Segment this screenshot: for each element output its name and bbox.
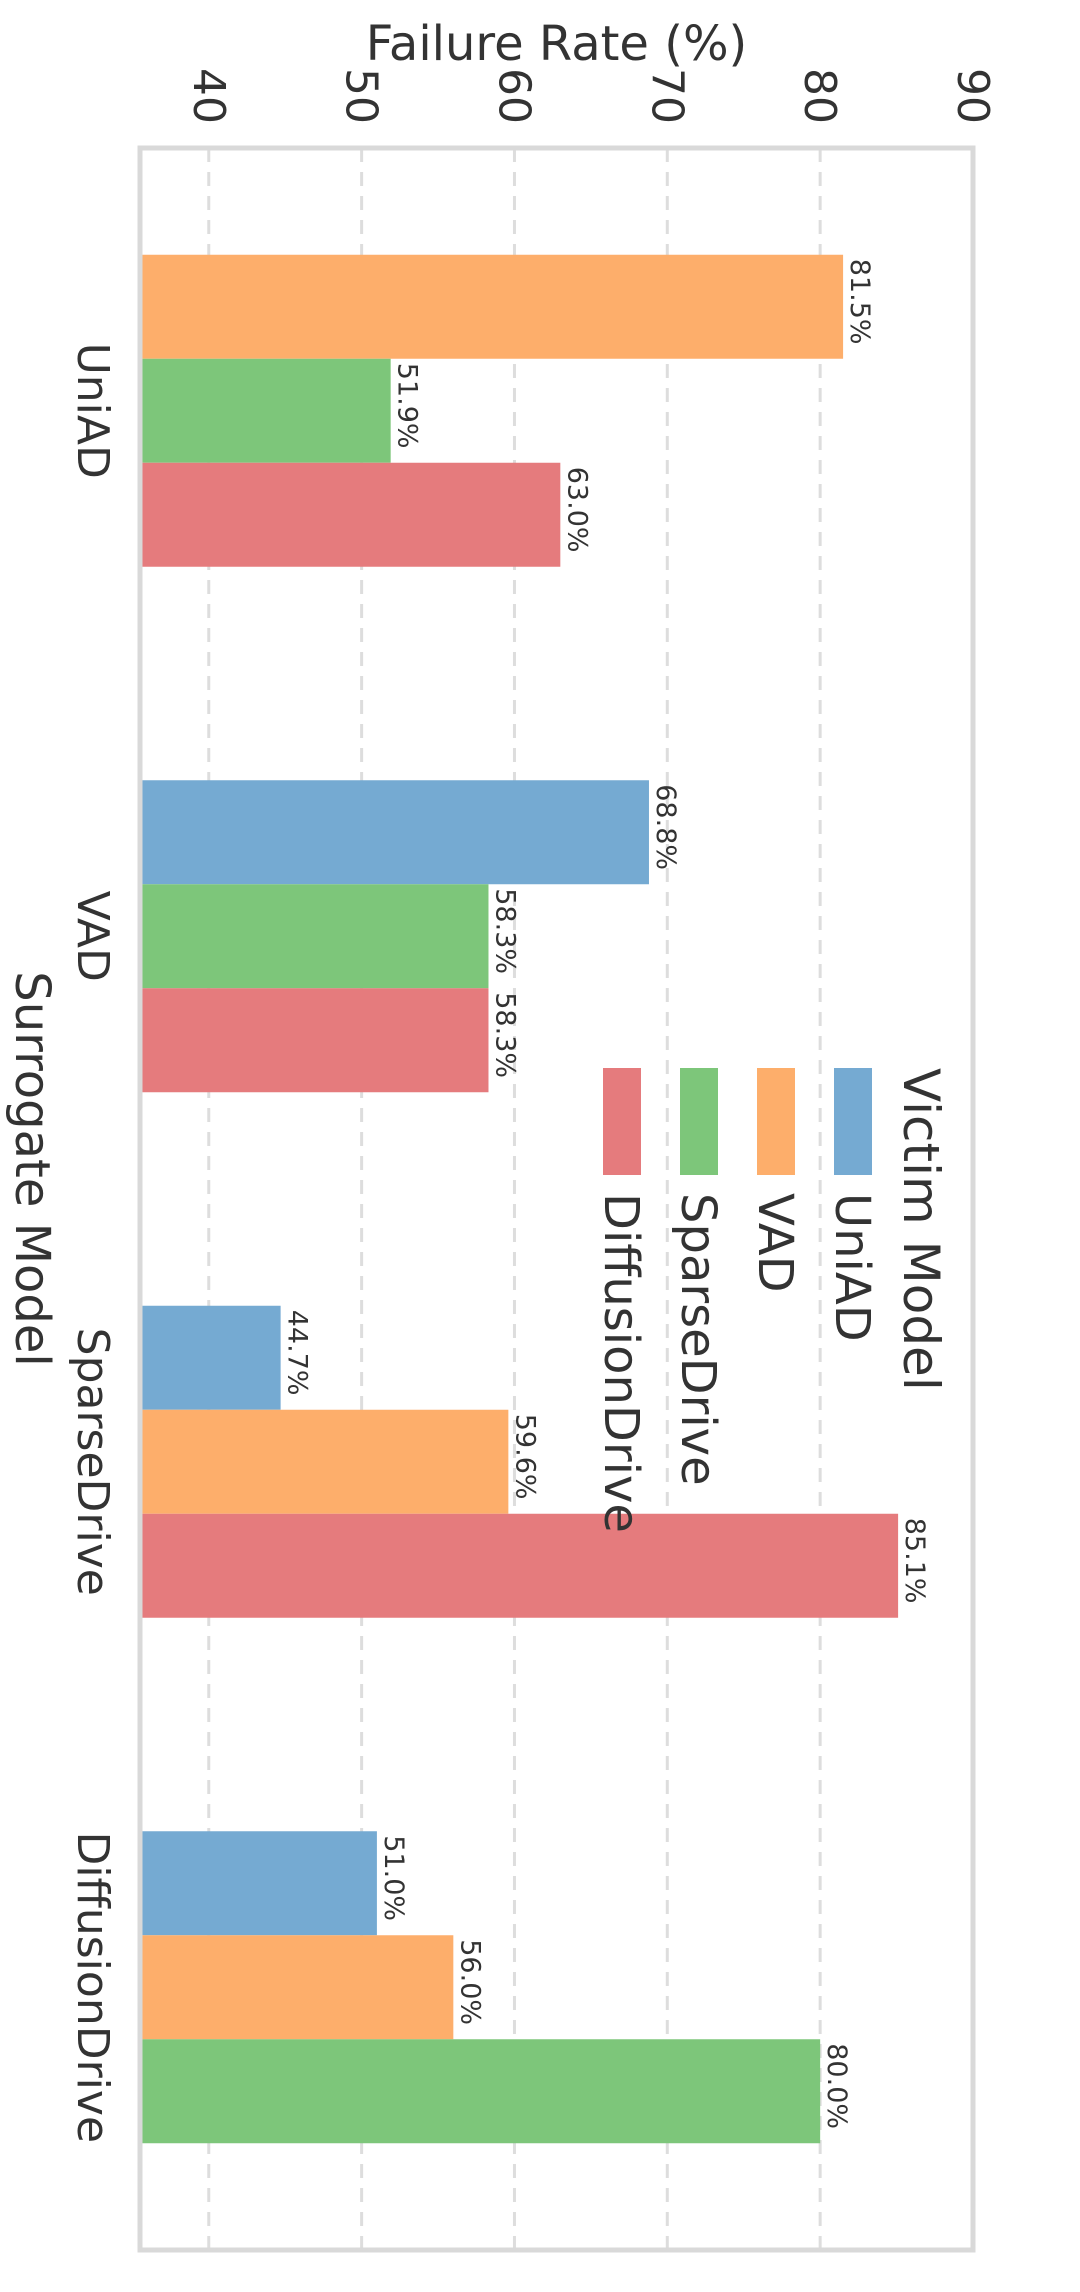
y-tick-label: 60 bbox=[488, 68, 539, 124]
legend-label: VAD bbox=[747, 1193, 803, 1293]
x-tick-label: DiffusionDrive bbox=[67, 1831, 118, 2143]
data-label: 58.3% bbox=[489, 992, 520, 1078]
data-label: 56.0% bbox=[454, 1939, 485, 2025]
bar-vad-diffusiondrive bbox=[140, 1935, 454, 2040]
x-tick-label: UniAD bbox=[67, 343, 118, 479]
x-axis-title: Surrogate Model bbox=[4, 971, 60, 1366]
y-tick-label: 80 bbox=[794, 68, 845, 124]
bar-uniad-vad bbox=[140, 780, 649, 885]
legend-swatch-diffusiondrive bbox=[603, 1068, 641, 1175]
y-tick-label: 50 bbox=[336, 68, 387, 124]
x-tick-label: VAD bbox=[67, 891, 118, 982]
data-label: 51.0% bbox=[378, 1835, 409, 1921]
legend-swatch-vad bbox=[757, 1068, 795, 1175]
data-label: 68.8% bbox=[650, 784, 681, 870]
bar-vad-uniad bbox=[139, 254, 844, 359]
data-label: 44.7% bbox=[282, 1310, 313, 1396]
bar-uniad-sparsedrive bbox=[140, 1305, 281, 1410]
plot-frame bbox=[137, 145, 976, 2253]
legend-swatch-sparsedrive bbox=[680, 1068, 718, 1175]
bar-sparsedrive-vad bbox=[139, 884, 489, 989]
bar-uniad-diffusiondrive bbox=[140, 1831, 377, 1936]
data-label: 81.5% bbox=[844, 259, 875, 345]
x-tick-label: SparseDrive bbox=[67, 1328, 118, 1596]
bar-diffusiondrive-sparsedrive bbox=[139, 1513, 899, 1618]
legend-label: UniAD bbox=[824, 1193, 880, 1342]
data-label: 59.6% bbox=[509, 1414, 540, 1500]
bar-sparsedrive-diffusiondrive bbox=[140, 2039, 821, 2144]
legend-swatch-uniad bbox=[834, 1068, 872, 1175]
legend: Victim Model UniAD VAD SparseDrive Diffusio… bbox=[593, 1068, 950, 1533]
data-label: 63.0% bbox=[561, 467, 592, 553]
y-tick-label: 40 bbox=[183, 68, 234, 124]
bar-sparsedrive-uniad bbox=[140, 358, 391, 463]
data-label: 51.9% bbox=[392, 363, 423, 449]
legend-label: SparseDrive bbox=[670, 1193, 726, 1486]
y-tick-label: 90 bbox=[947, 68, 998, 124]
data-label: 58.3% bbox=[489, 888, 520, 974]
y-axis-title: Failure Rate (%) bbox=[366, 16, 748, 72]
data-label: 85.1% bbox=[899, 1518, 930, 1604]
y-tick-label: 70 bbox=[641, 68, 692, 124]
bar-diffusiondrive-uniad bbox=[140, 462, 561, 567]
plot-area bbox=[140, 148, 973, 2250]
legend-label: DiffusionDrive bbox=[593, 1193, 649, 1533]
bar-diffusiondrive-vad bbox=[139, 988, 489, 1093]
data-label: 80.0% bbox=[821, 2043, 852, 2129]
legend-title: Victim Model bbox=[892, 1068, 950, 1391]
bar-vad-sparsedrive bbox=[140, 1409, 509, 1514]
